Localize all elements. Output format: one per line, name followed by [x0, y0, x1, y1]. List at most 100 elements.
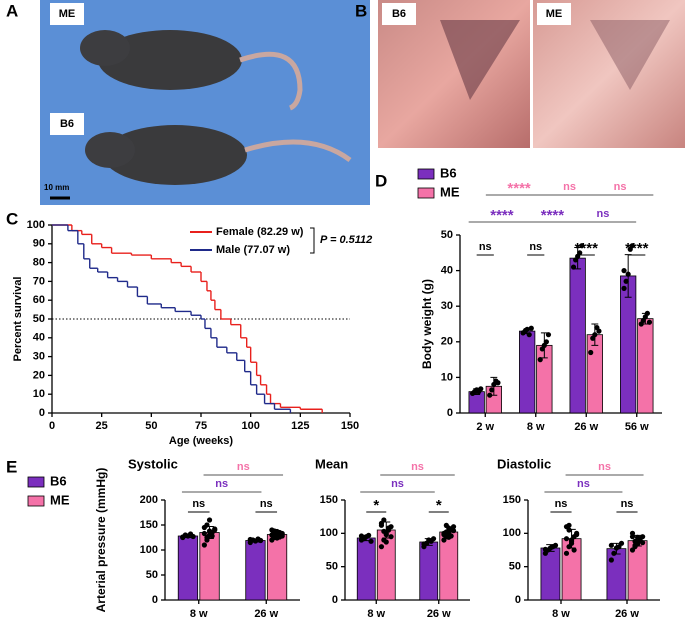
data-point [209, 533, 215, 539]
legend-label: ME [50, 492, 70, 507]
y-tick-label: 30 [33, 351, 45, 363]
data-point [588, 349, 594, 356]
legend-label: Male (77.07 w) [216, 244, 290, 256]
significance-label: ns [563, 181, 576, 193]
significance-label: **** [625, 240, 649, 257]
bar [356, 537, 376, 601]
panel-label: D [375, 171, 387, 190]
label-box [50, 113, 84, 135]
error-bar [205, 526, 214, 539]
y-tick-label: 70 [33, 275, 45, 287]
photo-label: B6 [60, 118, 74, 130]
bar [266, 534, 288, 601]
significance-label: ns [391, 478, 404, 490]
y-tick-label: 0 [39, 407, 45, 419]
bar [569, 257, 586, 414]
data-point [563, 550, 570, 556]
y-tick-label: 50 [509, 561, 521, 573]
bar [606, 548, 627, 601]
photo-a: ME B6 10 mm [40, 0, 370, 205]
bar [637, 318, 654, 414]
chart-title: Mean [315, 456, 348, 471]
significance-label: ns [598, 461, 611, 473]
data-point [487, 392, 493, 398]
x-tick-label: 75 [195, 420, 207, 432]
data-point [495, 380, 501, 386]
significance-label: **** [507, 180, 531, 197]
y-axis-label: Arterial pressure (mmHg) [94, 468, 108, 613]
y-tick-label: 100 [27, 219, 45, 231]
y-tick-label: 150 [320, 494, 338, 506]
data-point [212, 526, 218, 532]
y-tick-label: 40 [441, 265, 453, 277]
data-point [201, 530, 207, 537]
data-point [618, 540, 625, 546]
label-box [50, 3, 84, 25]
photo-label: B6 [392, 8, 406, 20]
data-point [358, 533, 365, 539]
data-point [566, 522, 572, 528]
data-point [206, 517, 213, 523]
data-point [596, 328, 602, 334]
data-point [542, 546, 548, 552]
mouse-head [80, 30, 130, 66]
y-tick-label: 0 [152, 594, 158, 606]
data-point [640, 540, 646, 546]
chart-title: Systolic [128, 456, 178, 471]
data-point [623, 278, 629, 284]
photo-label: ME [546, 8, 563, 20]
data-point [383, 539, 389, 545]
data-point [378, 544, 385, 550]
bar [540, 547, 561, 601]
p-value: P = 0.5112 [320, 234, 372, 246]
y-tick-label: 80 [33, 257, 45, 269]
data-point [204, 534, 210, 541]
y-tick-label: 150 [503, 494, 521, 506]
data-point [629, 243, 635, 249]
x-tick-label: 26 w [254, 608, 278, 620]
error-bar [567, 528, 576, 549]
x-tick-label: 8 w [552, 608, 570, 620]
label-box [382, 3, 416, 25]
data-point [443, 522, 449, 528]
error-bar [473, 388, 481, 395]
data-point [489, 387, 495, 393]
error-bar [633, 534, 642, 547]
error-bar [444, 526, 453, 538]
data-point [430, 536, 437, 542]
legend-swatch [27, 495, 45, 507]
panel-label: B [355, 1, 367, 20]
data-point [632, 542, 638, 548]
y-tick-label: 20 [441, 336, 453, 348]
data-point [450, 528, 457, 534]
error-bar [183, 534, 193, 538]
significance-label: ns [237, 461, 250, 473]
y-tick-label: 50 [33, 313, 45, 325]
bar [245, 540, 266, 601]
data-point [571, 547, 577, 553]
y-axis-label: Body weight (g) [420, 279, 434, 369]
mouse-body [98, 30, 242, 90]
panel-label: C [6, 209, 18, 228]
x-tick-label: 26 w [574, 421, 598, 433]
y-tick-label: 100 [320, 527, 338, 539]
significance-label: ns [192, 498, 205, 510]
error-bar [546, 544, 555, 552]
significance-label: **** [575, 240, 599, 257]
y-tick-label: 10 [33, 388, 45, 400]
error-bar [641, 312, 649, 325]
data-point [566, 527, 572, 533]
x-tick-label: 25 [96, 420, 108, 432]
significance-label: * [373, 497, 379, 514]
legend-label: B6 [50, 473, 67, 488]
data-point [441, 530, 447, 536]
photo-label: ME [59, 8, 76, 20]
data-point [450, 524, 457, 530]
significance-label: ns [479, 241, 492, 253]
y-tick-label: 50 [326, 561, 338, 573]
error-bar [490, 376, 498, 396]
x-axis-label: Age (weeks) [169, 435, 234, 447]
data-point [368, 538, 374, 544]
mouse-tail [244, 139, 352, 163]
bar [519, 330, 536, 414]
